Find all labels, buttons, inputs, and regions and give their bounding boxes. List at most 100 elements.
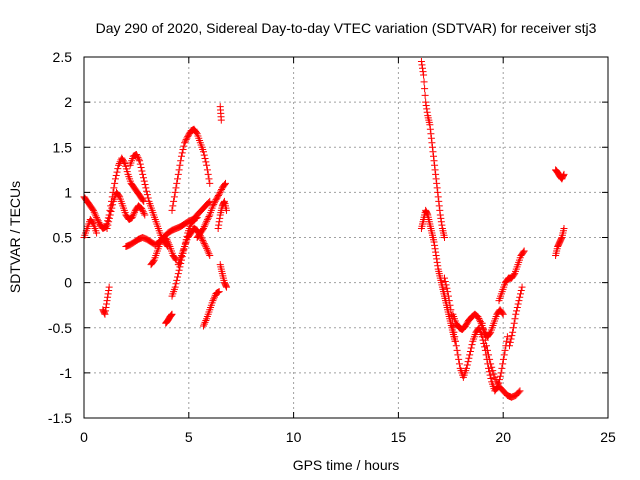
data-point [200,223,208,231]
data-point [430,152,438,160]
data-point [202,219,210,227]
data-point [467,344,475,352]
data-point [499,360,507,368]
series-arc-22 [495,247,528,305]
data-point [513,303,521,311]
data-point [92,212,100,220]
data-point [446,301,454,309]
data-point [182,136,190,144]
series-arc-13 [193,179,229,241]
data-point [431,241,439,249]
data-point [205,250,213,258]
data-point [486,329,494,337]
data-point [497,369,505,377]
data-point [174,273,182,281]
data-point [436,211,444,219]
data-point [420,71,428,79]
series-arc-4 [103,188,149,232]
data-point [455,355,463,363]
data-point [220,199,228,207]
data-point [500,351,508,359]
data-point [466,351,474,359]
data-point [450,328,458,336]
data-point [172,184,180,192]
data-point [517,287,525,295]
data-point [202,243,210,251]
data-point [104,293,112,301]
data-point [516,290,524,298]
data-point [498,309,506,317]
data-point [181,139,189,147]
data-point [506,338,514,346]
data-point [106,211,114,219]
data-point [445,297,453,305]
data-point [426,121,434,129]
data-point [171,188,179,196]
data-point [204,248,212,256]
data-point [466,347,474,355]
data-point [481,336,489,344]
data-point [203,166,211,174]
series-arc-8 [162,310,176,327]
data-point [518,283,526,291]
data-point [114,165,122,173]
data-point [167,312,175,320]
axis-ticks: 0 5 10 15 20 25 -1.5 -1 -0.5 0 0.5 1 1.5 2 2.5 [48,49,616,445]
data-point [105,214,113,222]
data-point [101,310,109,318]
data-point [204,214,212,222]
data-point [428,143,436,151]
data-point [480,331,488,339]
data-point [103,300,111,308]
data-point [104,290,112,298]
data-point [144,194,152,202]
data-point [489,367,497,375]
x-tick-label: 5 [185,429,193,445]
data-point [111,175,119,183]
data-point [201,241,209,249]
data-point [174,175,182,183]
x-axis-title: GPS time / hours [293,457,400,473]
series-arc-15 [216,261,231,291]
data-point [94,217,102,225]
data-point [129,212,137,220]
data-point [438,221,446,229]
series-arc-19 [441,274,511,395]
data-point [560,224,568,232]
data-point [455,360,463,368]
data-point [499,355,507,363]
data-point [101,307,109,315]
y-tick-label: 0 [64,275,72,291]
data-point [505,342,513,350]
data-point [199,226,207,234]
data-point [483,346,491,354]
data-point [427,130,435,138]
data-point [143,191,151,199]
data-point [215,190,223,198]
data-point [423,108,431,116]
data-point [485,368,493,376]
data-point [130,210,138,218]
data-point [109,201,117,209]
data-point [131,208,139,216]
data-point [488,363,496,371]
data-point [507,335,515,343]
data-point [210,295,218,303]
data-point [170,193,178,201]
data-point [468,341,476,349]
data-point [142,184,150,192]
data-point [557,235,565,243]
data-point [198,235,206,243]
data-point [115,192,123,200]
data-point [120,158,128,166]
data-point [199,238,207,246]
data-point [203,217,211,225]
data-point [177,152,185,160]
data-point [105,218,113,226]
data-point [209,202,217,210]
data-point [215,218,223,226]
data-point [136,160,144,168]
data-point [203,216,211,224]
data-point [496,372,504,380]
